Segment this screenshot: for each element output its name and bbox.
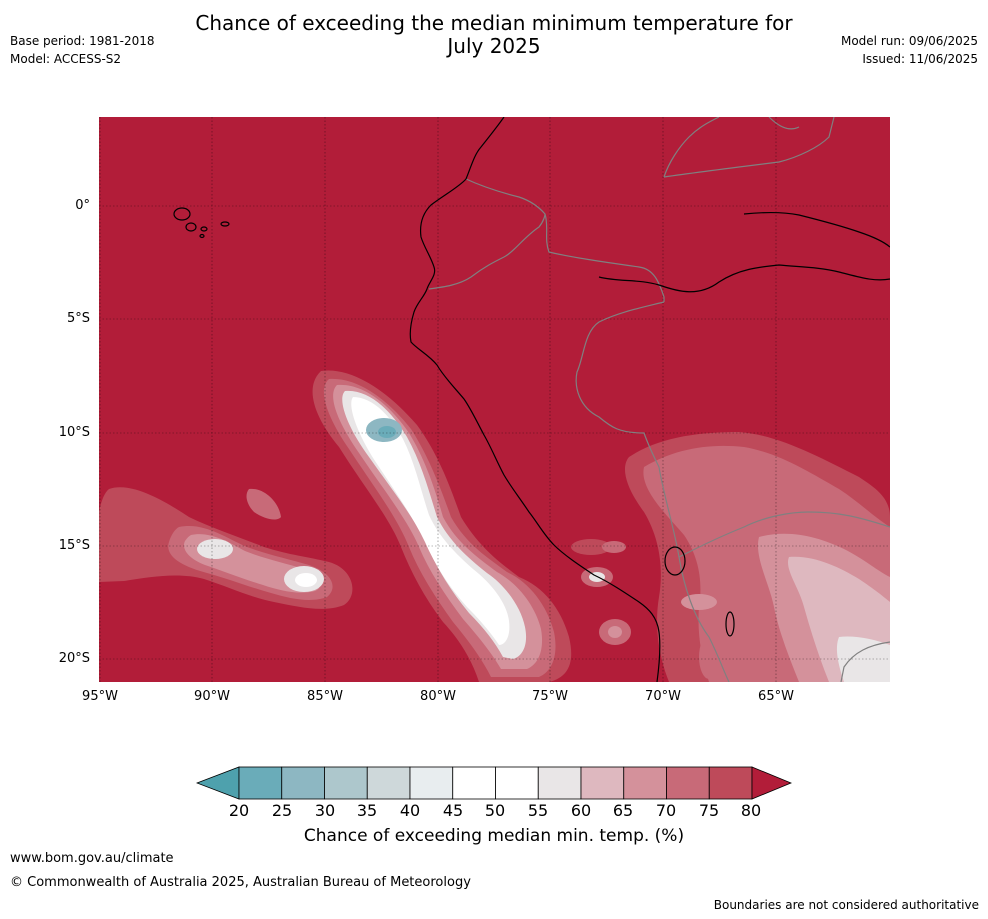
- lat-label-2: 10°S: [58, 425, 90, 440]
- colorbar-box-11: [666, 766, 710, 800]
- colorbar: [196, 766, 792, 800]
- colorbar-box-10: [623, 766, 667, 800]
- model-name: Model: ACCESS-S2: [10, 52, 122, 66]
- colorbar-box-3: [324, 766, 368, 800]
- cb-tick-40: 40: [399, 801, 421, 820]
- anomaly-contours-offshore: [312, 370, 572, 682]
- contour-50-offshore: [351, 397, 510, 645]
- colorbar-box-9: [580, 766, 625, 800]
- cb-tick-75: 75: [698, 801, 720, 820]
- cb-tick-20: 20: [228, 801, 250, 820]
- anomaly-contours-inland: [624, 432, 890, 682]
- galapagos-e: [199, 233, 205, 239]
- model-run: Model run: 09/06/2025: [840, 34, 978, 48]
- base-period: Base period: 1981-2018: [10, 34, 155, 48]
- patch-coastal-d: [602, 541, 626, 553]
- anomaly-contours-west: [99, 487, 353, 609]
- lon-label-1: 90°W: [194, 689, 230, 704]
- contour-55-west-a: [197, 539, 233, 559]
- country-borders: [428, 117, 890, 682]
- lon-label-2: 85°W: [307, 689, 343, 704]
- cb-tick-65: 65: [612, 801, 634, 820]
- lat-label-4: 20°S: [58, 651, 90, 666]
- lake-titicaca: [664, 546, 686, 576]
- colorbar-box-1: [238, 766, 283, 800]
- coastlines: [173, 117, 890, 682]
- title-line-1: Chance of exceeding the median minimum t…: [195, 11, 793, 35]
- footer-copyright: © Commonwealth of Australia 2025, Austra…: [10, 875, 471, 890]
- lake-poopo: [725, 611, 735, 637]
- patch-coastal-c: [571, 539, 611, 555]
- contour-75-small: [246, 488, 281, 520]
- cb-tick-70: 70: [655, 801, 677, 820]
- lon-label-4: 75°W: [532, 689, 568, 704]
- colorbar-box-8: [537, 766, 582, 800]
- footer-url: www.bom.gov.au/climate: [10, 851, 174, 866]
- map-title: Chance of exceeding the median minimum t…: [0, 12, 988, 58]
- colorbar-boxes: [196, 766, 792, 800]
- cb-tick-50: 50: [484, 801, 506, 820]
- colorbar-box-7: [495, 766, 539, 800]
- galapagos-a: [173, 207, 191, 221]
- cb-tick-25: 25: [271, 801, 293, 820]
- contour-25-peak: [378, 426, 396, 438]
- galapagos-d: [220, 221, 230, 227]
- lon-label-0: 95°W: [82, 689, 118, 704]
- forecast-map: [99, 117, 890, 682]
- contour-50-west-b: [295, 573, 317, 587]
- cb-tick-55: 55: [527, 801, 549, 820]
- footer-disclaimer: Boundaries are not considered authoritat…: [713, 898, 979, 912]
- lat-label-3: 15°S: [58, 538, 90, 553]
- meta-right: Model run: 09/06/2025 Issued: 11/06/2025: [841, 32, 978, 68]
- lon-label-3: 80°W: [420, 689, 456, 704]
- cb-tick-80: 80: [740, 801, 762, 820]
- colorbar-box-2: [281, 766, 325, 800]
- patch-inland-small-b: [699, 635, 719, 679]
- coast-amazon: [598, 264, 890, 293]
- colorbar-arrow-high: [751, 766, 792, 800]
- patch-inland-small: [681, 594, 717, 610]
- coast-amazon-upper: [743, 212, 890, 248]
- lon-label-5: 70°W: [645, 689, 681, 704]
- lon-label-6: 65°W: [758, 689, 794, 704]
- lat-label-0: 0°: [75, 198, 90, 213]
- patch-coastal-b-inner: [608, 626, 622, 638]
- colorbar-box-6: [452, 766, 496, 800]
- cb-tick-45: 45: [442, 801, 464, 820]
- issued-date: Issued: 11/06/2025: [862, 52, 978, 66]
- colorbar-arrow-low: [196, 766, 240, 800]
- title-line-2: July 2025: [447, 34, 541, 58]
- lat-label-1: 5°S: [66, 311, 90, 326]
- cb-tick-60: 60: [570, 801, 592, 820]
- gridlines: [99, 117, 890, 682]
- colorbar-box-5: [409, 766, 454, 800]
- colorbar-box-4: [366, 766, 411, 800]
- coast-south-america: [409, 117, 661, 682]
- meta-left: Base period: 1981-2018 Model: ACCESS-S2: [10, 32, 155, 68]
- cb-tick-35: 35: [356, 801, 378, 820]
- cb-tick-30: 30: [314, 801, 336, 820]
- colorbar-label: Chance of exceeding median min. temp. (%…: [303, 826, 685, 846]
- galapagos-b: [185, 222, 197, 232]
- colorbar-box-12: [708, 766, 753, 800]
- galapagos-c: [200, 226, 208, 232]
